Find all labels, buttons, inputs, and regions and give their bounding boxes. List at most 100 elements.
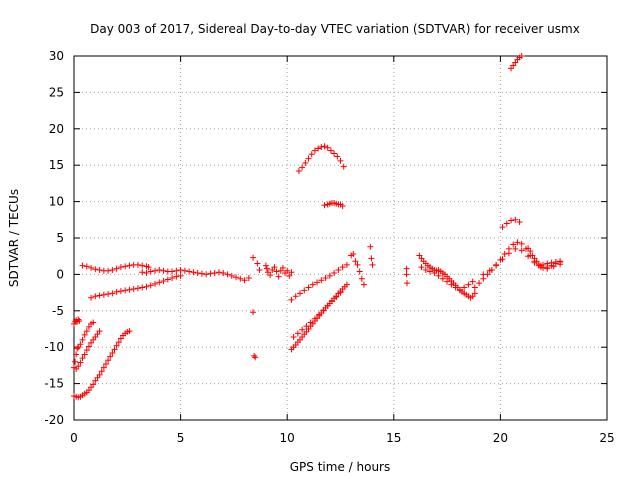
y-tick-label: 0 <box>56 267 64 281</box>
data-point <box>273 268 280 275</box>
data-point <box>331 269 338 276</box>
data-point <box>83 347 90 354</box>
data-point <box>96 328 103 335</box>
data-point <box>134 285 141 292</box>
data-point <box>544 265 551 272</box>
data-point <box>254 260 261 267</box>
data-point <box>305 155 312 162</box>
data-point <box>169 268 176 275</box>
data-point <box>461 284 468 291</box>
data-point <box>352 258 359 265</box>
data-point <box>81 351 88 358</box>
axes: 0 5 10 15 20 25 -20 -15 -10 -5 0 5 10 15 20 25 30 <box>44 49 614 445</box>
data-point <box>117 264 124 271</box>
data-point <box>96 371 103 378</box>
data-point <box>207 270 214 277</box>
data-point <box>75 316 82 323</box>
data-point <box>335 267 342 274</box>
data-point <box>152 280 159 287</box>
data-point <box>203 271 210 278</box>
data-point <box>237 275 244 282</box>
data-point <box>147 268 154 275</box>
data-point <box>134 261 141 268</box>
data-point <box>83 328 90 335</box>
data-point <box>117 288 124 295</box>
data-point <box>263 265 270 272</box>
data-point <box>322 275 329 282</box>
x-tick-label: 10 <box>280 431 295 445</box>
data-point <box>90 319 97 326</box>
data-point <box>512 216 519 223</box>
data-point <box>105 357 112 364</box>
data-point <box>324 302 331 309</box>
data-point <box>486 267 493 274</box>
data-point <box>267 272 274 279</box>
data-point <box>471 284 478 291</box>
data-point <box>220 269 227 276</box>
data-point <box>356 268 363 275</box>
data-point <box>190 269 197 276</box>
data-point <box>177 267 184 274</box>
data-point <box>169 275 176 282</box>
data-point <box>302 160 309 167</box>
y-tick-label: -20 <box>44 413 64 427</box>
data-point <box>294 330 301 337</box>
data-point <box>435 272 442 279</box>
data-point <box>139 262 146 269</box>
data-point <box>111 346 118 353</box>
data-point <box>72 358 79 365</box>
data-point <box>102 360 109 367</box>
y-tick-label: 30 <box>49 49 64 63</box>
y-tick-label: -10 <box>44 340 64 354</box>
data-point <box>143 283 150 290</box>
data-point <box>256 267 263 274</box>
data-point <box>143 269 150 276</box>
data-point <box>275 273 282 280</box>
data-point <box>290 334 297 341</box>
data-point <box>516 218 523 225</box>
data-point <box>74 345 81 352</box>
data-point <box>299 164 306 171</box>
data-point <box>107 353 114 360</box>
data-point <box>211 269 218 276</box>
data-point <box>160 277 167 284</box>
data-point <box>550 263 557 270</box>
data-point <box>284 267 291 274</box>
data-point <box>512 245 519 252</box>
data-point <box>350 251 357 258</box>
data-point <box>271 264 278 271</box>
data-point <box>444 278 451 285</box>
data-point <box>358 275 365 282</box>
data-point <box>456 287 463 294</box>
data-point <box>328 298 335 305</box>
data-point <box>228 272 235 279</box>
data-point <box>96 267 103 274</box>
data-point <box>439 275 446 282</box>
data-point <box>525 253 532 260</box>
data-point <box>326 272 333 279</box>
data-point <box>307 319 314 326</box>
data-point <box>288 296 295 303</box>
data-point <box>315 145 322 152</box>
data-point <box>418 264 425 271</box>
data-point <box>79 355 86 362</box>
data-point <box>186 268 193 275</box>
data-point <box>90 381 97 388</box>
data-point <box>147 282 154 289</box>
data-point <box>126 328 133 335</box>
data-point <box>369 261 376 268</box>
y-tick-label: -15 <box>44 377 64 391</box>
data-point <box>173 267 180 274</box>
data-point <box>85 343 92 350</box>
data-point <box>316 311 323 318</box>
data-point <box>321 202 328 209</box>
data-point <box>301 287 308 294</box>
data-point <box>476 280 483 287</box>
data-point <box>501 251 508 258</box>
data-point <box>139 269 146 276</box>
data-point <box>109 290 116 297</box>
data-point <box>160 267 167 274</box>
data-point <box>215 269 222 276</box>
data-point <box>403 265 410 272</box>
